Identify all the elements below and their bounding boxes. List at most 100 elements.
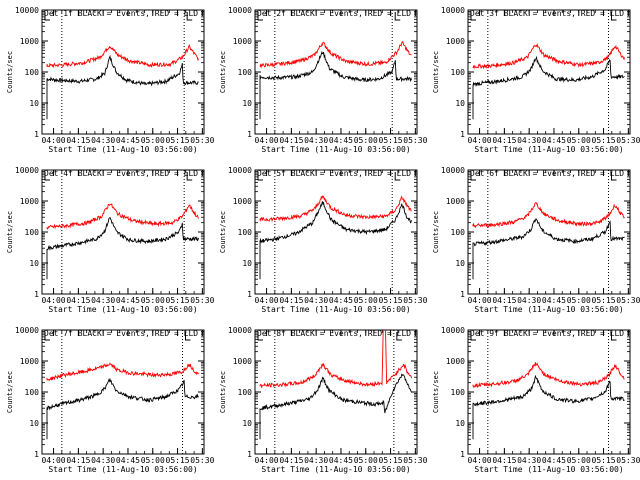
x-tick-label: 04:45 [329,136,353,145]
y-axis-label: Counts/sec [432,211,440,253]
y-tick-label: 100 [25,388,40,397]
x-tick-label: 04:30 [91,296,115,305]
panel-title: Det 6f BLACK = Events, RED = LLD [470,169,624,178]
detector-panel-8: Det 8f BLACK = Events, RED = LLD 1 10 100 10… [219,326,428,474]
y-tick-label: 1000 [446,197,465,206]
bracket-marker [186,12,193,21]
y-tick-label: 10000 [15,6,39,15]
events-series-line [46,54,199,120]
x-tick-label: 04:30 [91,456,115,465]
y-tick-label: 100 [451,388,466,397]
x-axis: 04:00 04:15 04:30 04:45 05:00 05:15 05:30 [42,330,215,465]
y-tick-label: 100 [451,228,466,237]
x-tick-label: 04:00 [468,456,492,465]
x-tick-label: 05:30 [616,296,640,305]
x-tick-label: 04:15 [66,296,90,305]
y-tick-label: 1000 [233,197,252,206]
y-tick-label: 10 [29,419,39,428]
x-tick-label: 05:15 [379,296,403,305]
x-axis: 04:00 04:15 04:30 04:45 05:00 05:15 05:30 [255,10,428,145]
bracket-marker [611,172,617,181]
y-axis-label: Counts/sec [6,211,14,253]
y-axis: 1 10 100 1000 10000 [441,326,630,459]
x-tick-label: 05:30 [616,456,640,465]
y-axis-label: Counts/sec [6,371,14,413]
y-tick-label: 1000 [446,357,465,366]
bracket-marker [257,172,263,181]
x-tick-label: 04:00 [255,456,279,465]
y-tick-label: 10 [242,259,252,268]
y-tick-label: 1000 [20,37,39,46]
x-tick-label: 05:30 [190,296,214,305]
y-axis: 1 10 100 1000 10000 [441,6,630,139]
panel-title: Det 3f BLACK = Events, RED = LLD [470,9,624,18]
bracket-marker [611,12,617,21]
x-axis: 04:00 04:15 04:30 04:45 05:00 05:15 05:30 [42,10,215,145]
bracket-marker [186,172,193,181]
y-tick-label: 10 [242,99,252,108]
x-tick-label: 05:15 [379,136,403,145]
events-series-line [472,217,625,280]
x-tick-label: 04:15 [279,456,303,465]
y-tick-label: 10 [242,419,252,428]
x-tick-label: 05:15 [592,136,616,145]
x-axis-label: Start Time (11-Aug-10 03:56:00) [261,305,410,314]
detector-panel-6: Det 6f BLACK = Events, RED = LLD 1 10 100 10… [432,166,640,314]
x-tick-label: 04:00 [42,456,66,465]
y-axis: 1 10 100 1000 10000 [228,326,417,459]
x-axis: 04:00 04:15 04:30 04:45 05:00 05:15 05:30 [468,330,640,465]
x-tick-label: 05:30 [190,136,214,145]
x-tick-label: 05:00 [354,296,378,305]
y-tick-label: 1 [247,290,252,299]
x-tick-label: 04:45 [542,296,566,305]
x-tick-label: 05:15 [592,296,616,305]
x-axis-label: Start Time (11-Aug-10 03:56:00) [474,305,623,314]
y-axis: 1 10 100 1000 10000 [228,6,417,139]
x-tick-label: 04:00 [42,296,66,305]
x-tick-label: 04:30 [304,296,328,305]
y-tick-label: 10000 [15,326,39,335]
x-tick-label: 05:00 [354,136,378,145]
y-axis: 1 10 100 1000 10000 [15,326,204,459]
panel-title: Det 8f BLACK = Events, RED = LLD [257,329,411,338]
lld-series-line [259,330,412,389]
y-tick-label: 100 [238,68,253,77]
lld-series-line [46,362,199,382]
x-tick-label: 04:15 [279,296,303,305]
x-tick-label: 05:00 [141,296,165,305]
y-axis: 1 10 100 1000 10000 [441,166,630,299]
bracket-marker [470,172,476,181]
y-tick-label: 10000 [15,166,39,175]
x-tick-label: 04:45 [116,296,140,305]
y-tick-label: 1 [34,290,39,299]
panel-title: Det 9f BLACK = Events, RED = LLD [470,329,624,338]
x-axis: 04:00 04:15 04:30 04:45 05:00 05:15 05:30 [255,330,428,465]
x-tick-label: 04:00 [255,136,279,145]
y-tick-label: 1000 [233,37,252,46]
x-tick-label: 04:30 [517,296,541,305]
x-tick-label: 05:00 [567,296,591,305]
events-series-line [46,377,199,440]
detector-panel-9: Det 9f BLACK = Events, RED = LLD 1 10 100 10… [432,326,640,474]
detector-panel-5: Det 5f BLACK = Events, RED = LLD 1 10 100 10… [219,166,428,314]
x-tick-label: 05:00 [141,136,165,145]
y-tick-label: 1000 [233,357,252,366]
y-axis-label: Counts/sec [6,51,14,93]
y-tick-label: 100 [25,228,40,237]
detector-panel-2: Det 2f BLACK = Events, RED = LLD 1 10 100 10… [219,6,428,154]
y-tick-label: 10 [29,259,39,268]
y-tick-label: 10000 [228,166,252,175]
y-tick-label: 10 [455,419,465,428]
x-tick-label: 04:15 [492,296,516,305]
x-tick-label: 05:30 [403,136,427,145]
events-series-line [259,201,412,280]
x-tick-label: 04:45 [329,296,353,305]
x-axis: 04:00 04:15 04:30 04:45 05:00 05:15 05:30 [42,170,215,305]
bracket-marker [185,332,191,341]
x-axis: 04:00 04:15 04:30 04:45 05:00 05:15 05:30 [468,170,640,305]
x-tick-label: 04:45 [329,456,353,465]
x-tick-label: 04:00 [42,136,66,145]
y-tick-label: 10000 [228,326,252,335]
panel-title: Det 1f BLACK = Events, RED = LLD [44,9,198,18]
x-tick-label: 05:15 [166,136,190,145]
